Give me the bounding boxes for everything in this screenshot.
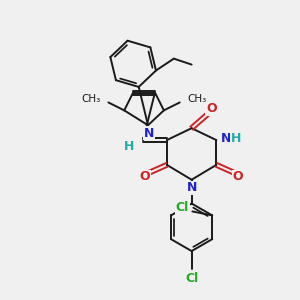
Text: N: N (144, 127, 154, 140)
Text: H: H (124, 140, 134, 152)
Text: Cl: Cl (185, 272, 198, 285)
Text: CH₃: CH₃ (81, 94, 101, 104)
Text: N: N (186, 181, 197, 194)
Text: Cl: Cl (176, 201, 189, 214)
Text: O: O (140, 170, 150, 183)
Text: CH₃: CH₃ (188, 94, 207, 104)
Text: O: O (206, 102, 217, 115)
Text: O: O (233, 170, 244, 183)
Text: H: H (231, 132, 242, 145)
Text: N: N (221, 132, 232, 145)
